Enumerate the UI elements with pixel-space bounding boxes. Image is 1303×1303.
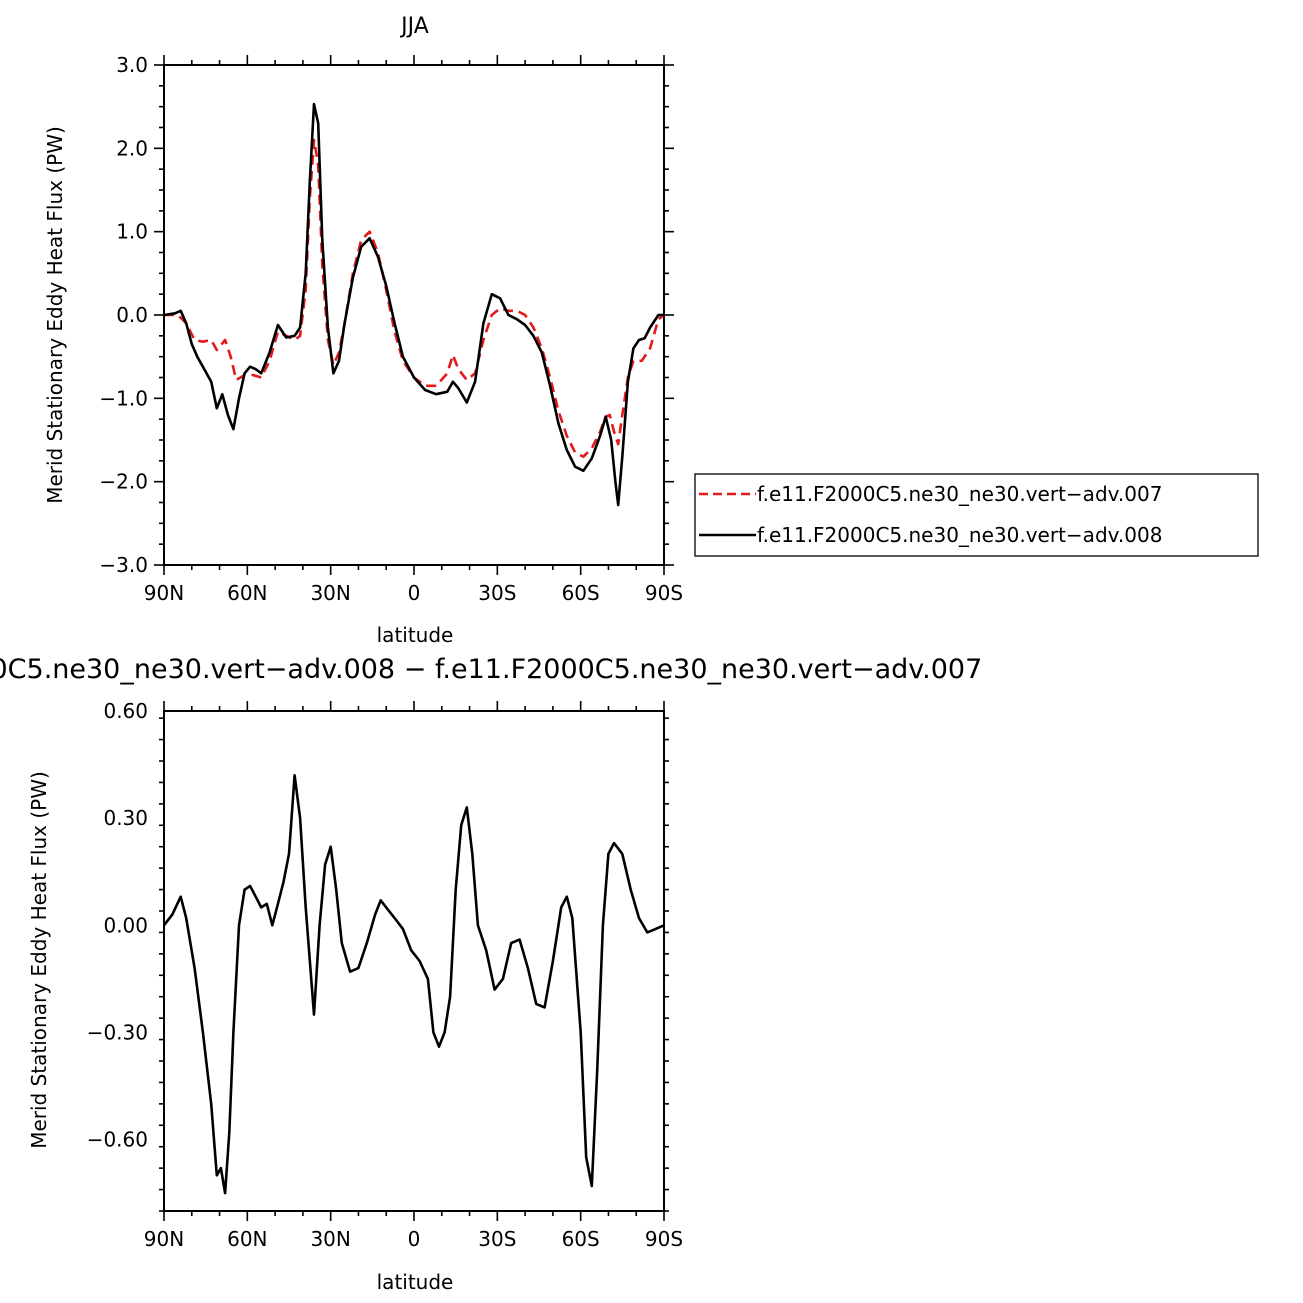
- top-y-tick-label: 1.0: [116, 220, 148, 244]
- bottom-y-tick-label: 0.60: [103, 699, 148, 723]
- top-y-tick-label: 3.0: [116, 53, 148, 77]
- top-chart-x-axis-label: latitude: [377, 623, 454, 647]
- bottom-y-tick-label: −0.30: [87, 1020, 148, 1044]
- legend-entry-series-007: f.e11.F2000C5.ne30_ne30.vert−adv.007: [757, 482, 1162, 506]
- top-chart-plot-area: 90N 60N 30N 0 30S 60S 90S 3.0 2.0 1.0 0.0 −1.0 −2.0 −…: [99, 53, 683, 605]
- top-chart-y-axis-label: Merid Stationary Eddy Heat Flux (PW): [43, 126, 67, 504]
- bottom-chart: f.e11.F2000C5.ne30_ne30.vert−adv.008 − f…: [0, 654, 982, 1294]
- bottom-x-tick-label: 60N: [227, 1227, 267, 1251]
- top-y-tick-label: −2.0: [99, 470, 148, 494]
- bottom-x-tick-label: 60S: [562, 1227, 600, 1251]
- top-x-tick-label: 60S: [562, 581, 600, 605]
- bottom-x-tick-label: 30S: [478, 1227, 516, 1251]
- top-y-tick-label: 0.0: [116, 303, 148, 327]
- top-x-tick-label: 90N: [144, 581, 184, 605]
- top-y-tick-label: 2.0: [116, 136, 148, 160]
- bottom-x-tick-label: 0: [408, 1227, 421, 1251]
- top-x-tick-label: 30N: [310, 581, 350, 605]
- bottom-y-tick-label: 0.30: [103, 806, 148, 830]
- legend-entry-series-008: f.e11.F2000C5.ne30_ne30.vert−adv.008: [757, 523, 1162, 547]
- bottom-x-tick-label: 90N: [144, 1227, 184, 1251]
- top-chart-title: JJA: [399, 14, 429, 39]
- bottom-y-tick-label: 0.00: [103, 913, 148, 937]
- bottom-chart-y-axis-label: Merid Stationary Eddy Heat Flux (PW): [27, 771, 51, 1149]
- top-x-tick-label: 90S: [645, 581, 683, 605]
- bottom-chart-title: f.e11.F2000C5.ne30_ne30.vert−adv.008 − f…: [0, 654, 982, 685]
- bottom-y-tick-label: −0.60: [87, 1128, 148, 1152]
- top-y-tick-label: −3.0: [99, 553, 148, 577]
- top-x-tick-label: 30S: [478, 581, 516, 605]
- top-y-tick-label: −1.0: [99, 386, 148, 410]
- top-chart-frame: [163, 64, 665, 566]
- top-series-line-1: [164, 138, 665, 458]
- top-x-tick-label: 0: [408, 581, 421, 605]
- bottom-chart-plot-area: 90N 60N 30N 0 30S 60S 90S 0.60 0.30 0.00 −0.30 −0.6…: [87, 699, 683, 1251]
- top-series-line-2: [163, 102, 664, 507]
- bottom-chart-frame: [163, 710, 665, 1212]
- legend-box: [694, 473, 1259, 557]
- bottom-x-tick-label: 90S: [645, 1227, 683, 1251]
- bottom-x-tick-label: 30N: [310, 1227, 350, 1251]
- top-chart: JJA 90N 60N 30N 0 30S 60S 90S 3.0 2.0 1.0 0.0 −1.0 −…: [43, 14, 1259, 647]
- bottom-chart-x-axis-label: latitude: [377, 1270, 454, 1294]
- top-chart-legend: f.e11.F2000C5.ne30_ne30.vert−adv.007 f.e…: [694, 473, 1259, 557]
- bottom-series-line-1: [162, 774, 665, 1195]
- top-x-tick-label: 60N: [227, 581, 267, 605]
